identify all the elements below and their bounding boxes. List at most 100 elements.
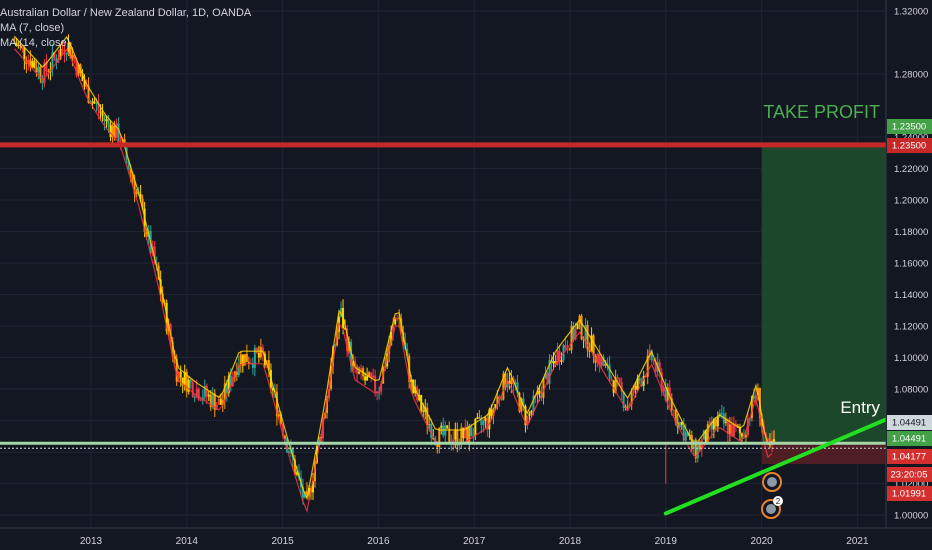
candle-body — [207, 394, 210, 397]
candle-body — [772, 439, 775, 444]
entry-label: Entry — [840, 398, 880, 417]
candle-body — [498, 396, 501, 399]
candle-body — [69, 42, 72, 59]
candle-body — [430, 424, 433, 439]
candle-body — [546, 373, 549, 384]
candle-body — [412, 379, 415, 394]
price-tag — [887, 449, 932, 464]
candle-body — [440, 425, 443, 428]
candle-body — [666, 387, 669, 401]
candle-body — [612, 380, 615, 393]
candle-body — [708, 421, 711, 425]
candle-body — [746, 418, 749, 436]
price-tags: 1.23500 1.23500 1.04491 1.04491 1.04177 23:20… — [887, 119, 932, 501]
candle-body — [33, 61, 36, 68]
candle-body — [716, 416, 719, 427]
candle-body — [668, 387, 671, 399]
time-axis[interactable] — [0, 528, 932, 550]
candle-body — [358, 371, 361, 374]
candle-body — [143, 208, 146, 232]
candle-body — [131, 173, 134, 182]
candle-body — [588, 349, 591, 352]
price-tag — [887, 467, 932, 482]
candle-body — [117, 123, 120, 143]
candle-body — [466, 426, 469, 443]
candle-body — [177, 371, 180, 382]
candle-body — [107, 119, 110, 125]
candle-body — [281, 423, 284, 436]
candle-body — [678, 421, 681, 428]
candle-body — [628, 404, 631, 407]
candle-body — [191, 382, 194, 397]
price-tag — [887, 119, 932, 134]
candle-body — [630, 392, 633, 405]
candle-body — [422, 410, 425, 412]
price-tick-label: 1.20000 — [894, 196, 928, 207]
candle-body — [428, 424, 431, 426]
candle-body — [670, 398, 673, 410]
candle-body — [620, 382, 623, 392]
candle-body — [704, 430, 707, 443]
candle-body — [105, 119, 108, 122]
candle-body — [259, 347, 262, 358]
candle-body — [205, 385, 208, 397]
candle-body — [35, 67, 38, 73]
candle-body — [61, 49, 64, 51]
candle-body — [225, 383, 228, 394]
indicator-ma-7[interactable]: MA (7, close) — [0, 22, 65, 34]
candle-body — [496, 396, 499, 405]
candle-body — [608, 364, 611, 379]
candle-body — [39, 66, 42, 80]
candle-body — [19, 44, 22, 46]
candle-body — [472, 435, 475, 437]
candle-body — [712, 419, 715, 430]
symbol-title[interactable]: Australian Dollar / New Zealand Dollar, … — [0, 7, 252, 19]
price-tick-label: 1.14000 — [894, 290, 928, 301]
candle-body — [360, 368, 363, 372]
price-tag-label: 1.23500 — [892, 122, 926, 133]
candle-body — [598, 353, 601, 366]
price-tag — [887, 431, 932, 446]
candle-body — [380, 383, 383, 392]
profit-zone — [762, 144, 886, 445]
candle-body — [636, 377, 639, 390]
candle-body — [658, 362, 661, 372]
candle-body — [235, 371, 238, 376]
candle-body — [59, 49, 62, 59]
candle-body — [558, 350, 561, 362]
candle-body — [680, 421, 683, 425]
candle-body — [83, 81, 86, 87]
candle-body — [660, 371, 663, 392]
candle-body — [526, 415, 529, 426]
time-tick-label: 2015 — [271, 536, 294, 547]
candle-body — [586, 325, 589, 350]
candle-body — [396, 317, 399, 320]
count-badge — [773, 496, 783, 506]
candle-body — [133, 181, 136, 195]
candle-body — [730, 424, 733, 437]
candle-body — [724, 419, 727, 424]
candle-body — [506, 380, 509, 388]
event-icon-1[interactable] — [762, 472, 782, 492]
candle-body — [241, 354, 244, 366]
candle-body — [37, 66, 40, 73]
candle-body — [211, 393, 214, 408]
indicator-ma-14[interactable]: MA (14, close) — [0, 37, 71, 49]
candle-body — [199, 399, 202, 401]
event-icon-2[interactable]: 2 — [761, 496, 783, 519]
candle-body — [508, 380, 511, 384]
time-tick-label: 2014 — [176, 536, 199, 547]
candle-body — [478, 417, 481, 419]
candle-body — [67, 42, 70, 54]
candle-body — [698, 444, 701, 450]
candle-body — [618, 377, 621, 383]
candle-body — [193, 396, 196, 398]
candle-body — [344, 328, 347, 330]
price-tick-label: 1.08000 — [894, 385, 928, 396]
candle-body — [484, 417, 487, 422]
candle-body — [185, 371, 188, 392]
candle-body — [544, 373, 547, 379]
trendline[interactable] — [663, 415, 893, 516]
candle-body — [536, 390, 539, 396]
